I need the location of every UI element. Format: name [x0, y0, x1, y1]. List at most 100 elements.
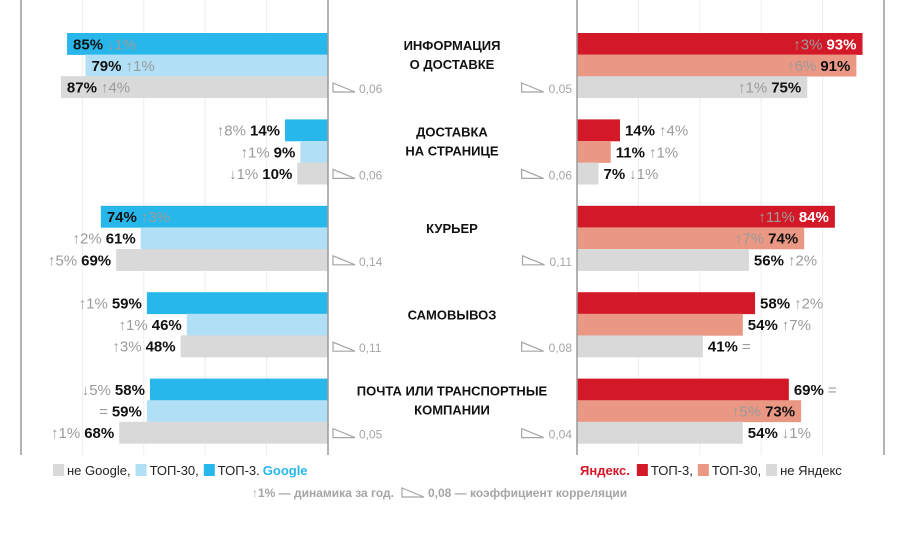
- yandex-correlation: 0,11: [550, 255, 573, 269]
- delta-label: ↑1%: [79, 296, 108, 313]
- value-label: 69%: [794, 382, 824, 399]
- value-label: 59%: [112, 404, 142, 421]
- yandex-top30-bar: [577, 400, 802, 423]
- not-google-bar: [297, 162, 328, 185]
- value-label: 84%: [799, 209, 829, 226]
- legend-swatch: [135, 464, 147, 476]
- value-label: 56%: [754, 252, 784, 269]
- delta-label: ↑5%: [48, 252, 77, 269]
- yandex-top30-bar: [577, 54, 857, 77]
- google-top30-bar: [140, 227, 328, 250]
- category-label: КОМПАНИИ: [414, 403, 490, 418]
- value-label: 11%: [616, 144, 645, 161]
- legend-label: не Яндекс: [780, 463, 842, 478]
- correlation-icon: [332, 254, 356, 266]
- google-top3-bar: [285, 119, 328, 142]
- delta-label: =: [828, 382, 837, 399]
- delta-label: =: [99, 404, 108, 421]
- category-label: ИНФОРМАЦИЯ: [404, 38, 501, 53]
- value-label: 68%: [84, 425, 114, 442]
- google-correlation: 0,06: [359, 82, 383, 96]
- value-label: 9%: [274, 144, 296, 161]
- delta-label: ↑4%: [101, 80, 130, 97]
- value-label: 14%: [250, 123, 280, 140]
- delta-label: ↑1%: [126, 58, 155, 75]
- yandex-top30-bar: [577, 141, 611, 163]
- google-correlation: 0,14: [359, 255, 383, 269]
- value-label: 54%: [748, 317, 778, 334]
- correlation-icon: [521, 168, 544, 179]
- yandex-top30-bar: [577, 227, 805, 250]
- not-yandex-bar: [577, 162, 599, 185]
- value-label: 85%: [73, 36, 103, 53]
- category-label: О ДОСТАВКЕ: [410, 57, 495, 72]
- yandex-correlation: 0,06: [549, 168, 573, 182]
- delta-label: ↑8%: [217, 123, 246, 140]
- delta-label: =: [742, 339, 751, 356]
- category-label: ПОЧТА ИЛИ ТРАНСПОРТНЫЕ: [357, 384, 548, 399]
- delta-label: ↓1%: [629, 166, 658, 183]
- yandex-top3-bar: [577, 292, 756, 315]
- footnote-correlation: 0,08 — коэффициент корреляции: [428, 486, 627, 500]
- delta-label: ↓1%: [107, 36, 136, 53]
- delta-label: ↑1%: [119, 317, 148, 334]
- category-label: САМОВЫВОЗ: [408, 308, 497, 323]
- not-google-bar: [119, 421, 329, 444]
- value-label: 48%: [146, 339, 176, 356]
- legend-swatch: [636, 464, 648, 476]
- correlation-icon: [521, 427, 544, 439]
- google-top30-bar: [300, 141, 328, 163]
- delta-label: ↓1%: [229, 166, 258, 183]
- not-google-bar: [116, 249, 328, 271]
- value-label: 75%: [771, 80, 801, 97]
- value-label: 7%: [603, 166, 625, 183]
- delta-label: ↑7%: [735, 231, 764, 248]
- legend-label: ТОП-30,: [150, 463, 199, 478]
- yandex-correlation: 0,04: [549, 428, 573, 442]
- legend-label: ТОП-30,: [712, 463, 761, 478]
- legend-swatch: [766, 464, 778, 476]
- delta-label: ↑1%: [240, 144, 269, 161]
- yandex-top3-bar: [577, 205, 835, 228]
- delta-label: ↑1%: [51, 425, 80, 442]
- not-yandex-bar: [577, 76, 808, 99]
- yandex-top3-bar: [577, 33, 863, 55]
- google-brand-label: Google: [263, 463, 308, 478]
- delta-label: ↑2%: [794, 296, 823, 313]
- delta-label: ↑3%: [793, 36, 822, 53]
- value-label: 58%: [760, 296, 790, 313]
- category-label: НА СТРАНИЦЕ: [405, 143, 499, 158]
- footnote-delta: ↑1% — динамика за год.: [252, 486, 394, 500]
- value-label: 74%: [107, 209, 137, 226]
- yandex-correlation: 0,08: [549, 341, 573, 355]
- legend-label: ТОП-3,: [651, 463, 693, 478]
- value-label: 87%: [67, 80, 97, 97]
- category-label: ДОСТАВКА: [416, 124, 488, 139]
- delta-label: ↑3%: [141, 209, 170, 226]
- delta-label: ↑11%: [758, 209, 794, 226]
- google-top3-bar: [100, 205, 328, 228]
- category-label: КУРЬЕР: [426, 221, 478, 236]
- correlation-icon: [521, 341, 544, 352]
- value-label: 69%: [81, 252, 111, 269]
- value-label: 58%: [115, 382, 145, 399]
- delta-label: ↑3%: [112, 339, 141, 356]
- delta-label: ↑2%: [73, 231, 102, 248]
- google-correlation: 0,11: [359, 341, 382, 355]
- not-yandex-bar: [577, 335, 703, 358]
- legend-label: ТОП-3.: [218, 463, 260, 478]
- yandex-top3-bar: [577, 119, 620, 142]
- legend-swatch: [53, 464, 64, 476]
- correlation-icon: [332, 427, 356, 439]
- value-label: 59%: [112, 296, 142, 313]
- delta-label: ↑1%: [649, 144, 678, 161]
- value-label: 74%: [768, 231, 798, 248]
- google-top30-bar: [85, 54, 328, 77]
- google-top3-bar: [67, 33, 329, 55]
- correlation-icon: [332, 168, 356, 179]
- delta-label: ↑1%: [738, 80, 767, 97]
- google-correlation: 0,05: [359, 428, 383, 442]
- yandex-correlation: 0,05: [549, 82, 573, 96]
- not-yandex-bar: [577, 421, 743, 444]
